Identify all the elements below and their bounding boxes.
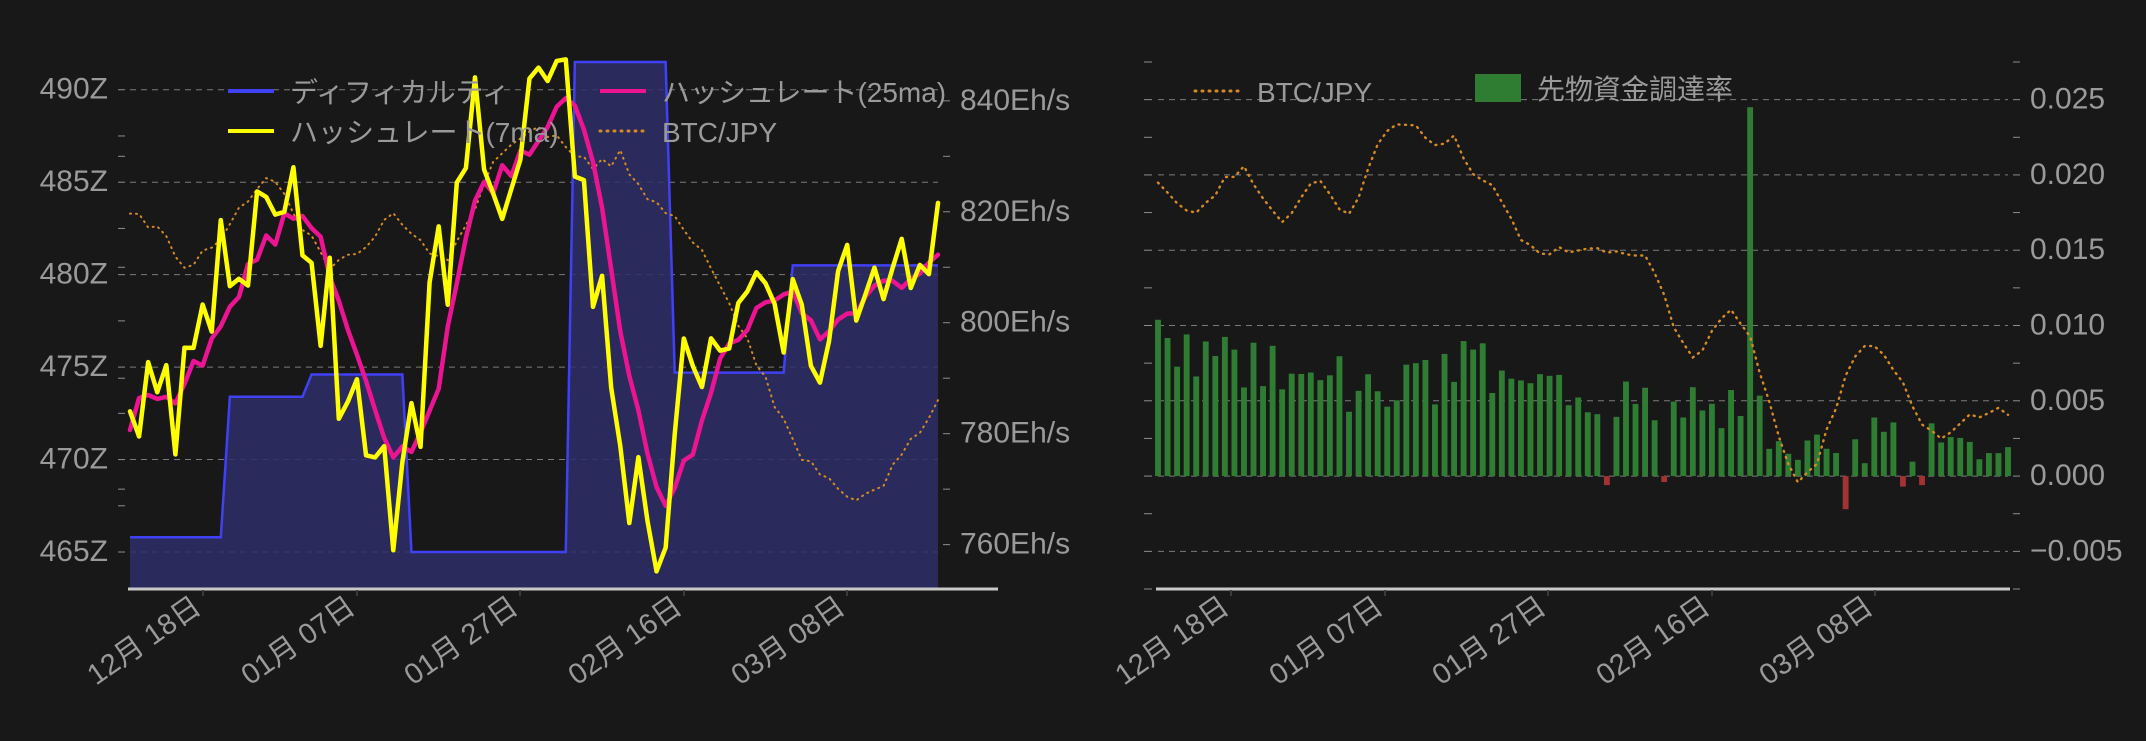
- svg-text:780Eh/s: 780Eh/s: [960, 417, 1070, 450]
- svg-text:0.025: 0.025: [2030, 83, 2105, 116]
- svg-text:465Z: 465Z: [40, 535, 108, 568]
- svg-text:0.015: 0.015: [2030, 233, 2105, 266]
- svg-text:475Z: 475Z: [40, 350, 108, 383]
- svg-text:470Z: 470Z: [40, 443, 108, 476]
- svg-text:760Eh/s: 760Eh/s: [960, 528, 1070, 561]
- svg-text:480Z: 480Z: [40, 258, 108, 291]
- svg-text:0.005: 0.005: [2030, 384, 2105, 417]
- svg-text:BTC/JPY: BTC/JPY: [662, 117, 777, 148]
- svg-text:490Z: 490Z: [40, 73, 108, 106]
- svg-text:BTC/JPY: BTC/JPY: [1257, 77, 1372, 108]
- svg-text:−0.005: −0.005: [2030, 534, 2123, 567]
- svg-text:ディフィカルティ: ディフィカルティ: [290, 77, 510, 108]
- svg-text:ハッシュレート(25ma): ハッシュレート(25ma): [662, 77, 946, 108]
- svg-text:840Eh/s: 840Eh/s: [960, 84, 1070, 117]
- svg-text:800Eh/s: 800Eh/s: [960, 306, 1070, 339]
- svg-text:0.020: 0.020: [2030, 158, 2105, 191]
- svg-text:820Eh/s: 820Eh/s: [960, 195, 1070, 228]
- svg-text:0.000: 0.000: [2030, 459, 2105, 492]
- svg-text:0.010: 0.010: [2030, 309, 2105, 342]
- svg-text:ハッシュレート(7ma): ハッシュレート(7ma): [290, 117, 559, 148]
- svg-text:先物資金調達率: 先物資金調達率: [1537, 74, 1733, 105]
- svg-text:485Z: 485Z: [40, 165, 108, 198]
